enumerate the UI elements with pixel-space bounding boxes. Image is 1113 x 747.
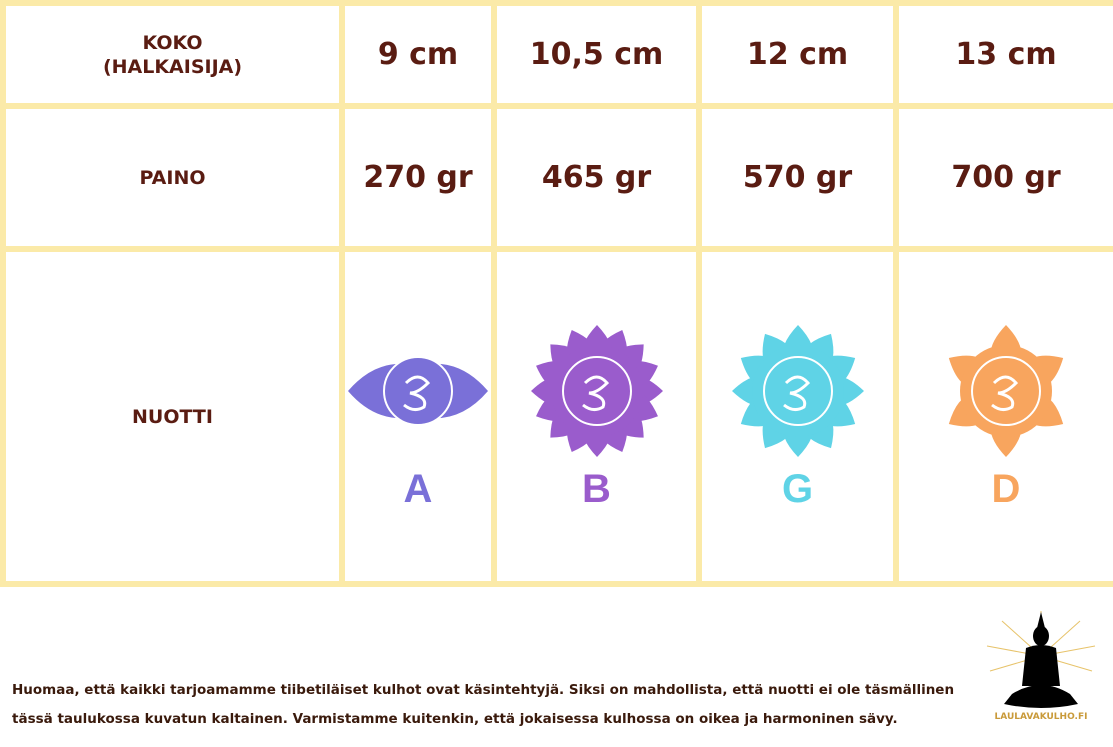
row-label-line: PAINO [139, 166, 206, 189]
icon-shape [403, 375, 431, 412]
value-cell: 270 gr [339, 103, 497, 252]
table-row: NUOTTI A B G D [0, 246, 1113, 587]
value-cell: 13 cm [893, 0, 1113, 109]
chakra-icon [348, 356, 488, 426]
value-cell: 12 cm [696, 0, 899, 109]
row-label-line: KOKO [142, 31, 203, 54]
note-letter: B [582, 467, 611, 511]
row-label: PAINO [0, 103, 345, 252]
icon-shape [782, 375, 810, 412]
row-label: NUOTTI [0, 246, 345, 587]
table-row: KOKO (HALKAISIJA) 9 cm 10,5 cm 12 cm 13 cm [0, 0, 1113, 109]
chakra-icon [731, 325, 864, 457]
note-letter: G [781, 467, 814, 511]
note-cell: D [893, 246, 1113, 587]
icon-shape [991, 375, 1019, 412]
value-cell: 465 gr [491, 103, 702, 252]
footer-line: Huomaa, että kaikki tarjoamamme tiibetil… [12, 682, 955, 698]
note-letter: A [403, 467, 433, 511]
note-cell: B [491, 246, 702, 587]
value-cell: 700 gr [893, 103, 1113, 252]
note-cell: G [696, 246, 899, 587]
logo: LAULAVAKULHO.FI [986, 611, 1096, 722]
note-cell: A [339, 246, 497, 587]
chakra-icon [948, 325, 1064, 457]
footer-note: Huomaa, että kaikki tarjoamamme tiibetil… [12, 676, 954, 734]
row-label-line: NUOTTI [132, 405, 213, 428]
value-cell: 570 gr [696, 103, 899, 252]
value-cell: 10,5 cm [491, 0, 702, 109]
row-label-line: (HALKAISIJA) [102, 55, 243, 78]
row-label: KOKO (HALKAISIJA) [0, 0, 345, 109]
table-row: PAINO 270 gr 465 gr 570 gr 700 gr [0, 103, 1113, 252]
footer-line: tässä taulukossa kuvatun kaltainen. Varm… [12, 711, 898, 727]
size-table: KOKO (HALKAISIJA) 9 cm 10,5 cm 12 cm 13 cm PAI… [0, 0, 1113, 587]
chakra-icon [530, 325, 663, 457]
icon-shape [581, 375, 609, 412]
value-cell: 9 cm [339, 0, 497, 109]
note-letter: D [991, 467, 1021, 511]
logo-text: LAULAVAKULHO.FI [995, 712, 1088, 722]
